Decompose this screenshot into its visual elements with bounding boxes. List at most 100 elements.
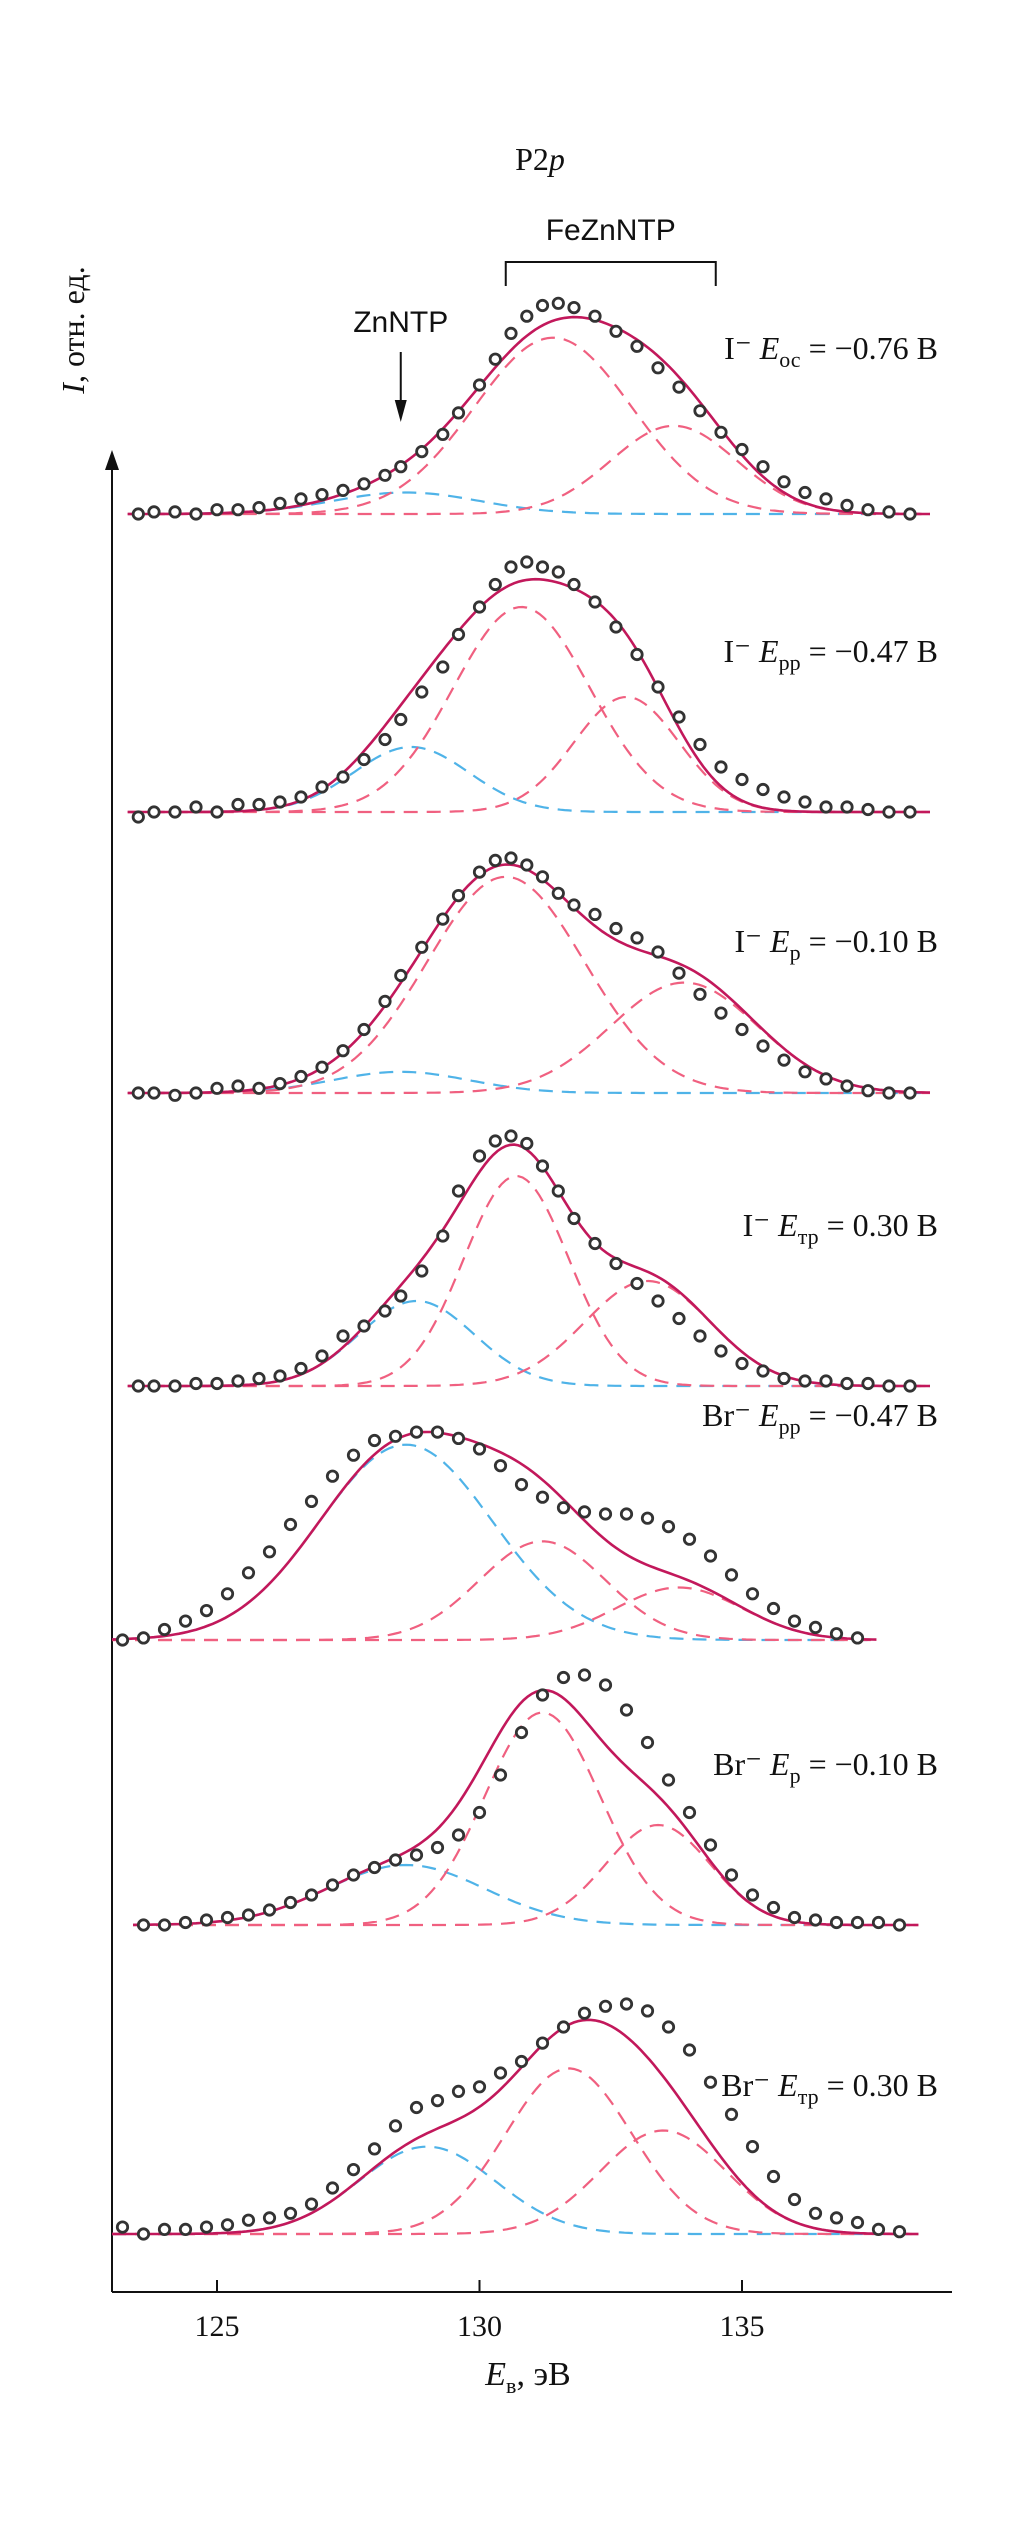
data-point <box>640 2004 655 2018</box>
data-point <box>394 1289 408 1303</box>
fit-envelope <box>127 863 931 1095</box>
data-point <box>703 1838 718 1852</box>
component-feznntp <box>127 336 930 516</box>
data-point <box>766 2169 781 2184</box>
data-point <box>756 782 770 797</box>
data-point <box>745 2140 760 2154</box>
data-point <box>588 1236 602 1251</box>
data-point <box>189 1086 203 1100</box>
data-point <box>262 2211 277 2225</box>
data-point <box>630 339 644 353</box>
data-point <box>436 912 450 926</box>
data-point <box>787 1910 802 1925</box>
data-point <box>199 1913 214 1927</box>
data-point <box>252 500 266 515</box>
data-point <box>567 577 581 592</box>
data-point <box>220 1587 235 1601</box>
data-point <box>892 1918 907 1932</box>
data-point <box>630 647 644 662</box>
data-point <box>472 600 487 614</box>
data-point <box>514 1725 529 1740</box>
data-point <box>131 1379 145 1393</box>
component-feznntp <box>127 695 930 814</box>
data-point <box>819 800 833 814</box>
panel-label: I⁻ Eр = −0.10 В <box>734 923 938 965</box>
data-point <box>861 802 875 817</box>
data-point <box>640 1735 655 1750</box>
component-feznntp <box>133 1711 919 1927</box>
component-feznntp <box>127 1279 930 1388</box>
data-point <box>882 1379 896 1393</box>
data-point <box>220 2218 235 2232</box>
data-point <box>609 620 623 634</box>
data-point <box>472 378 487 392</box>
data-point <box>840 498 854 512</box>
data-point <box>252 797 266 812</box>
data-point <box>682 1532 697 1546</box>
data-point <box>231 1374 245 1388</box>
data-point <box>819 1374 833 1388</box>
data-point <box>567 898 581 912</box>
panel-label: I⁻ Eос = −0.76 В <box>724 330 938 372</box>
data-point <box>388 2119 403 2133</box>
data-point <box>451 1431 466 1446</box>
data-point <box>357 1022 371 1037</box>
data-point <box>577 2006 592 2020</box>
data-point <box>735 772 749 787</box>
data-point <box>409 2100 424 2115</box>
data-point <box>714 760 728 774</box>
data-point <box>609 921 623 936</box>
data-point <box>294 790 308 804</box>
data-point <box>493 1459 508 1473</box>
data-point <box>777 1371 791 1386</box>
data-point <box>325 1469 340 1483</box>
data-point <box>787 2192 802 2207</box>
data-point <box>294 1069 308 1084</box>
y-axis-label: I, отн. ед. <box>55 266 91 394</box>
data-point <box>551 296 565 310</box>
data-point <box>231 797 245 812</box>
data-point <box>294 492 308 506</box>
component-feznntp <box>127 1175 930 1388</box>
data-point <box>535 560 550 574</box>
data-point <box>357 477 371 491</box>
data-point <box>488 1134 502 1148</box>
data-point <box>378 732 392 747</box>
data-point <box>808 2206 823 2220</box>
data-point <box>619 1997 634 2011</box>
component-feznntp <box>127 875 930 1095</box>
x-tick-label: 130 <box>457 2310 502 2343</box>
data-point <box>535 298 550 313</box>
data-point <box>840 800 854 814</box>
data-point <box>504 851 518 865</box>
data-point <box>451 627 466 642</box>
data-point <box>520 858 534 872</box>
data-point <box>315 1349 329 1363</box>
spectrum-panel: Br⁻ Eтр = 0.30 В <box>112 1997 938 2241</box>
spectrum-panel: I⁻ Eос = −0.76 В <box>127 296 938 521</box>
data-point <box>714 1344 728 1358</box>
data-point <box>136 1918 151 1932</box>
data-point <box>714 1006 728 1020</box>
data-point <box>850 1631 865 1645</box>
data-point <box>346 2163 361 2177</box>
data-point <box>304 2197 319 2211</box>
data-point <box>514 2054 529 2069</box>
data-point <box>520 1136 534 1151</box>
data-point <box>231 503 245 517</box>
data-point <box>415 685 429 699</box>
data-point <box>367 1860 382 1875</box>
data-point <box>357 1319 371 1333</box>
data-point <box>252 1081 266 1095</box>
data-point <box>651 1294 665 1308</box>
data-point <box>735 442 749 457</box>
data-point <box>115 2220 130 2234</box>
data-point <box>210 1081 224 1095</box>
x-tick-label: 125 <box>195 2310 240 2343</box>
data-point <box>640 1511 655 1525</box>
data-point <box>598 1678 613 1692</box>
data-point <box>903 1379 917 1393</box>
data-point <box>777 790 791 804</box>
spectrum-panel: Br⁻ Eрр = −0.47 В <box>111 1397 938 1647</box>
data-point <box>273 1369 287 1383</box>
